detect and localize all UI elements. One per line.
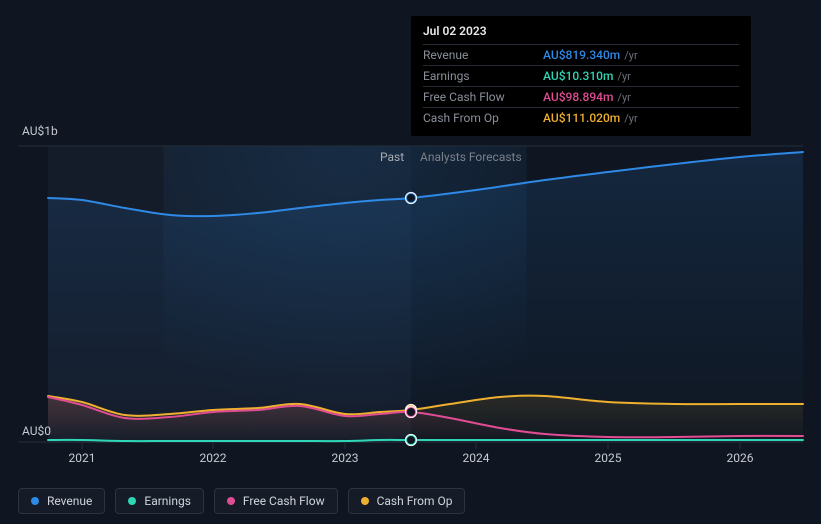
legend-item-free-cash-flow[interactable]: Free Cash Flow (214, 488, 338, 514)
y-axis-label: AU$0 (22, 424, 51, 438)
legend-item-earnings[interactable]: Earnings (115, 488, 204, 514)
hover-tooltip: Jul 02 2023 RevenueAU$819.340m/yrEarning… (411, 16, 751, 136)
x-axis-label: 2026 (727, 451, 754, 465)
legend-dot-icon (227, 497, 235, 505)
tooltip-metric-label: Earnings (423, 69, 543, 83)
x-axis-label: 2022 (200, 451, 227, 465)
legend-dot-icon (31, 497, 39, 505)
tooltip-row: Cash From OpAU$111.020m/yr (423, 107, 739, 128)
x-axis-label: 2024 (463, 451, 490, 465)
legend: Revenue Earnings Free Cash Flow Cash From O… (18, 488, 465, 514)
tooltip-metric-label: Cash From Op (423, 111, 543, 125)
y-axis-label: AU$1b (22, 124, 58, 138)
tooltip-metric-label: Revenue (423, 48, 543, 62)
tooltip-date: Jul 02 2023 (423, 24, 739, 38)
legend-item-revenue[interactable]: Revenue (18, 488, 105, 514)
tooltip-metric-value: AU$98.894m (543, 90, 613, 104)
tooltip-row: Free Cash FlowAU$98.894m/yr (423, 86, 739, 107)
legend-label: Cash From Op (377, 494, 453, 508)
x-axis-label: 2021 (69, 451, 96, 465)
legend-dot-icon (128, 497, 136, 505)
forecast-label: Analysts Forecasts (420, 150, 522, 164)
financial-forecast-chart: AU$0AU$1b 202120222023202420252026 Past … (0, 0, 821, 524)
tooltip-metric-value: AU$111.020m (543, 111, 620, 125)
legend-item-cash-from-op[interactable]: Cash From Op (348, 488, 466, 514)
legend-dot-icon (361, 497, 369, 505)
past-label: Past (380, 150, 404, 164)
tooltip-metric-label: Free Cash Flow (423, 90, 543, 104)
tooltip-row: RevenueAU$819.340m/yr (423, 44, 739, 65)
tooltip-row: EarningsAU$10.310m/yr (423, 65, 739, 86)
tooltip-metric-unit: /yr (624, 112, 637, 125)
legend-label: Free Cash Flow (243, 494, 325, 508)
tooltip-metric-unit: /yr (624, 49, 637, 62)
tooltip-metric-value: AU$10.310m (543, 69, 613, 83)
tooltip-metric-value: AU$819.340m (543, 48, 620, 62)
legend-label: Earnings (144, 494, 191, 508)
tooltip-metric-unit: /yr (617, 91, 630, 104)
tooltip-metric-unit: /yr (617, 70, 630, 83)
legend-label: Revenue (47, 494, 92, 508)
x-axis-label: 2023 (332, 451, 359, 465)
x-axis-label: 2025 (595, 451, 622, 465)
